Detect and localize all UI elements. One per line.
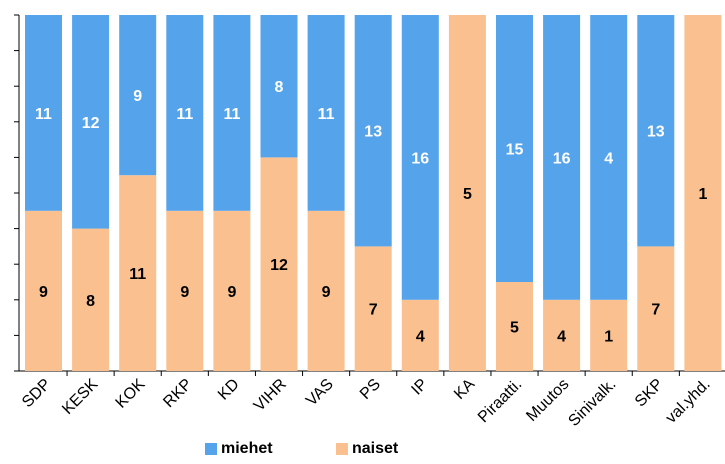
x-tick-label: KA (451, 376, 478, 403)
data-label-miehet-IP: 16 (411, 150, 429, 167)
x-tick-label: KESK (59, 376, 101, 418)
data-label-naiset-SKP: 7 (651, 302, 660, 319)
bar-naiset-Sinivalk. (590, 299, 628, 371)
bar-miehet-RKP (166, 15, 204, 211)
bar-miehet-KD (213, 15, 251, 211)
bar-naiset-SDP (25, 210, 62, 371)
data-label-miehet-SKP: 13 (647, 124, 665, 141)
bar-miehet-VAS (307, 15, 345, 211)
legend-swatch-miehet (205, 443, 217, 455)
legend-label-naiset: naiset (352, 440, 399, 457)
stacked-bar-chart: 9 11 8 12 11 9 9 11 9 11 12 8 9 11 7 13 4 16 5 5 15 4 16 1 4 7 13 1… (14, 14, 725, 430)
bar-naiset-RKP (166, 210, 204, 371)
bar-miehet-SKP (637, 15, 675, 247)
bar-naiset-KD (213, 210, 251, 371)
x-tick-label: SDP (19, 376, 54, 411)
x-tick-label: PS (357, 376, 384, 403)
data-label-naiset-KOK: 11 (129, 266, 146, 283)
bar-naiset-KOK (119, 175, 157, 371)
bar-miehet-Muutos (543, 15, 581, 300)
bar-miehet-VIHR (260, 15, 298, 158)
legend: miehet naiset (0, 440, 725, 462)
bar-naiset-VAS (307, 210, 345, 371)
data-label-naiset-VIHR: 12 (270, 257, 288, 274)
bar-miehet-KOK (119, 15, 157, 176)
data-label-miehet-KESK: 12 (82, 115, 100, 132)
data-label-miehet-KD: 11 (223, 106, 240, 123)
data-label-miehet-Sinivalk.: 4 (604, 150, 613, 167)
bar-miehet-PS (354, 15, 392, 247)
bar-miehet-Piraatti. (496, 15, 533, 282)
data-label-naiset-RKP: 9 (180, 284, 189, 301)
legend-label-miehet: miehet (221, 440, 273, 457)
data-label-naiset-KA: 5 (463, 186, 472, 203)
bars-layer: 9 11 8 12 11 9 9 11 9 11 12 8 9 11 7 13 4 16 5 5 15 4 16 1 4 7 13 1 (25, 15, 722, 371)
bar-naiset-Muutos (543, 299, 581, 371)
data-label-naiset-val.yhd.: 1 (698, 186, 707, 203)
bar-naiset-Piraatti. (496, 282, 533, 371)
data-label-naiset-PS: 7 (369, 302, 378, 319)
bar-naiset-IP (401, 299, 439, 371)
x-tick-labels: SDP KESK KOK RKP KD VIHR VAS PS IP KAPiraatti.Muu… (19, 376, 714, 430)
legend-swatch-naiset (336, 443, 348, 455)
bar-naiset-PS (354, 246, 392, 371)
data-label-naiset-VAS: 9 (322, 284, 331, 301)
x-tick-label: Sinivalk. (565, 376, 619, 430)
bar-miehet-Sinivalk. (590, 15, 628, 300)
bar-miehet-IP (401, 15, 439, 300)
data-label-miehet-SDP: 11 (35, 106, 52, 123)
bar-naiset-SKP (637, 246, 675, 371)
x-tick-label: SKP (632, 376, 667, 411)
data-label-naiset-KESK: 8 (86, 293, 95, 310)
data-label-naiset-SDP: 9 (39, 284, 48, 301)
bar-miehet-SDP (25, 15, 62, 211)
bar-miehet-KESK (72, 15, 110, 229)
x-tick-label: VAS (303, 376, 337, 410)
legend-item-naiset: naiset (336, 440, 398, 458)
data-label-miehet-KOK: 9 (133, 88, 142, 105)
x-tick-label: Piraatti. (475, 376, 525, 426)
x-tick-label: IP (408, 376, 431, 399)
data-label-naiset-Muutos: 4 (557, 328, 566, 345)
data-label-miehet-PS: 13 (364, 124, 382, 141)
data-label-naiset-KD: 9 (227, 284, 236, 301)
data-label-miehet-VAS: 11 (318, 106, 335, 123)
data-label-naiset-Sinivalk.: 1 (604, 328, 613, 345)
bar-naiset-val.yhd. (684, 15, 722, 371)
x-tick-label: VIHR (251, 376, 290, 415)
legend-item-miehet: miehet (205, 440, 273, 458)
bar-naiset-VIHR (260, 157, 298, 371)
bar-naiset-KESK (72, 228, 110, 371)
data-label-naiset-Piraatti.: 5 (510, 320, 519, 337)
data-label-miehet-Piraatti.: 15 (506, 142, 524, 159)
x-tick-label: RKP (160, 376, 195, 411)
data-label-naiset-IP: 4 (416, 328, 425, 345)
data-label-miehet-RKP: 11 (176, 106, 193, 123)
x-tick-label: KD (215, 376, 243, 404)
data-label-miehet-Muutos: 16 (553, 150, 571, 167)
x-tick-label: KOK (113, 376, 149, 412)
bar-naiset-KA (448, 15, 486, 371)
x-tick-label: val.yhd. (663, 376, 714, 427)
data-label-miehet-VIHR: 8 (275, 79, 284, 96)
